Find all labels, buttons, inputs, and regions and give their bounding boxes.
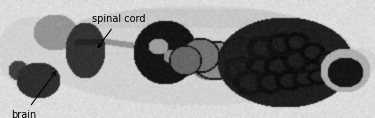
Text: brain: brain <box>11 72 56 118</box>
Text: spinal cord: spinal cord <box>92 14 146 47</box>
